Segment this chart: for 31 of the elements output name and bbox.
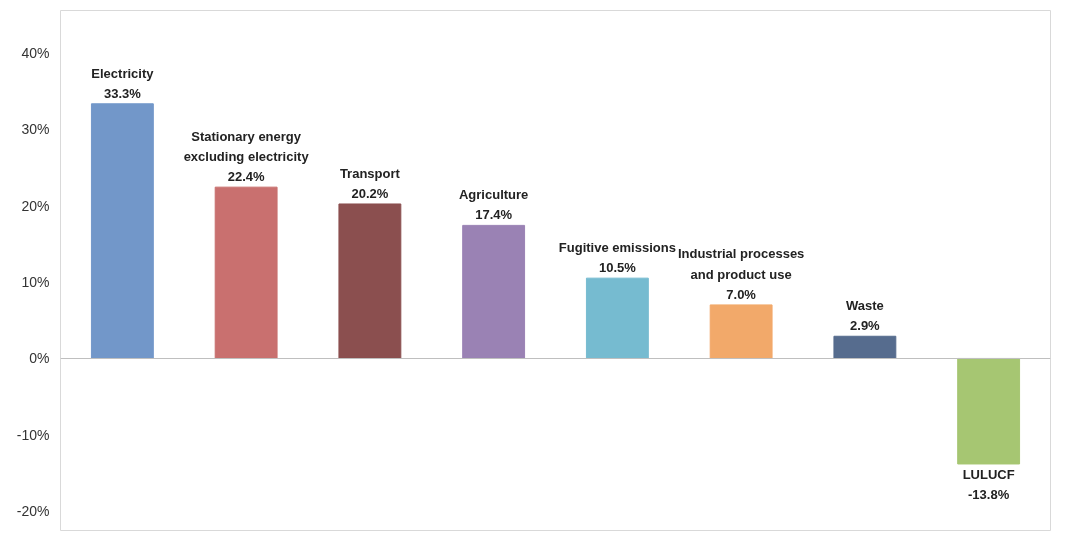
y-tick-label: -10% xyxy=(16,426,50,443)
data-label: 7.0% xyxy=(726,286,757,302)
x-tick-label: Waste xyxy=(845,298,884,314)
bar xyxy=(833,335,897,359)
bar xyxy=(585,277,649,359)
data-label: 10.5% xyxy=(598,260,637,276)
y-tick-label: 20% xyxy=(21,197,50,214)
y-tick-label: 10% xyxy=(21,273,50,290)
x-tick-label: Industrial processes and product use xyxy=(677,246,805,282)
y-tick-label: 40% xyxy=(21,44,50,61)
bar xyxy=(957,357,1021,465)
data-label: 2.9% xyxy=(850,318,881,334)
bar xyxy=(90,103,154,359)
bar xyxy=(462,224,526,359)
data-label: 22.4% xyxy=(227,169,265,185)
x-tick-label: Stationary energy excluding electricity xyxy=(183,128,310,164)
x-tick-label: Fugitive emissions xyxy=(558,239,676,255)
x-tick-label: Electricity xyxy=(91,65,155,81)
bar xyxy=(338,203,402,359)
data-label: 33.3% xyxy=(103,85,142,101)
x-tick-label: Agriculture xyxy=(458,187,529,203)
data-label: 17.4% xyxy=(475,207,513,223)
x-tick-label: LULUCF xyxy=(962,466,1015,482)
data-label: -13.8% xyxy=(968,487,1010,503)
x-tick-label: Transport xyxy=(339,165,401,181)
y-tick-label: -20% xyxy=(16,503,50,520)
y-tick-label: 0% xyxy=(29,350,50,367)
data-label: 20.2% xyxy=(351,185,389,201)
y-tick-label: 30% xyxy=(21,121,50,138)
bar xyxy=(214,186,278,359)
bar xyxy=(709,304,773,359)
